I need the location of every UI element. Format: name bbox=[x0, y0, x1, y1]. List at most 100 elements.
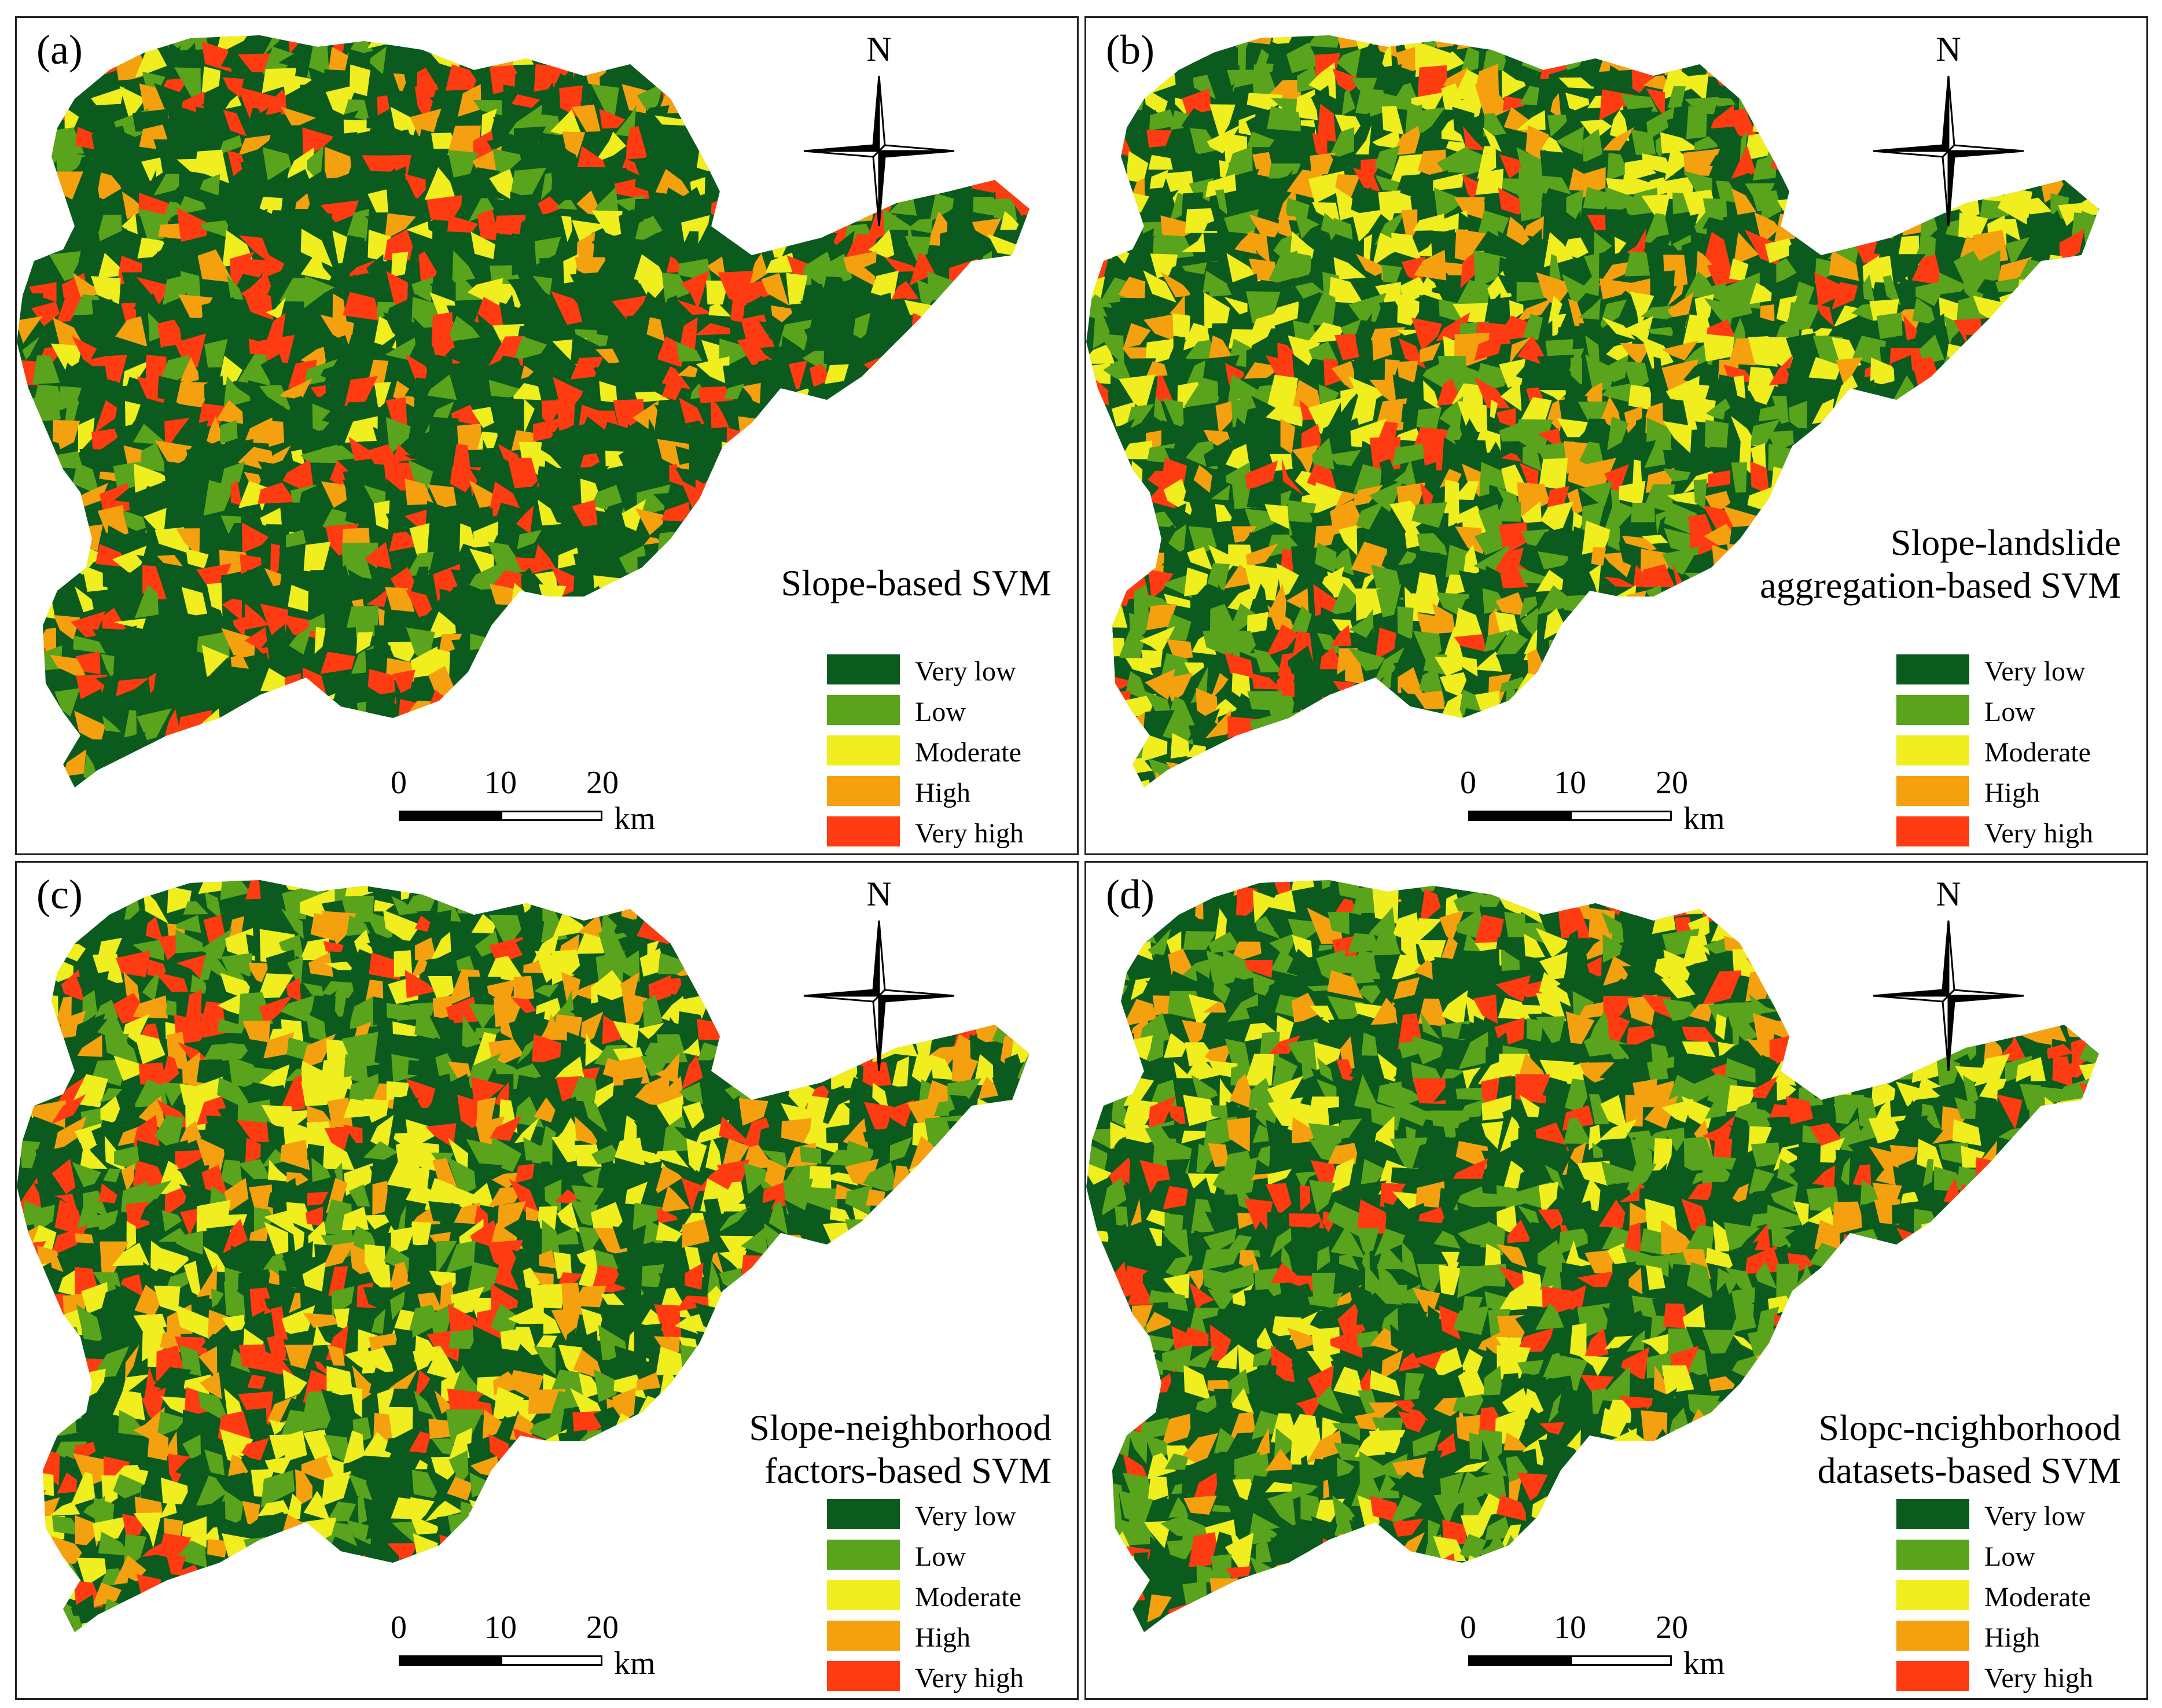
slope-unit-very-low bbox=[870, 1296, 889, 1321]
slope-unit-very-low bbox=[1765, 698, 1804, 717]
slope-unit-high bbox=[2002, 400, 2029, 428]
slope-unit-very-low bbox=[217, 181, 249, 196]
slope-unit-very-low bbox=[1710, 374, 1739, 410]
slope-unit-very-high bbox=[661, 977, 685, 995]
slope-unit-very-low bbox=[1488, 35, 1507, 50]
slope-unit-very-low bbox=[113, 1335, 138, 1360]
slope-unit-very-low bbox=[1663, 632, 1697, 663]
slope-unit-moderate bbox=[409, 523, 430, 556]
slope-unit-low bbox=[1583, 128, 1603, 163]
slope-unit-moderate bbox=[431, 132, 456, 149]
slope-unit-very-low bbox=[1319, 607, 1344, 637]
slope-unit-high bbox=[1414, 249, 1447, 281]
slope-unit-very-low bbox=[179, 1184, 198, 1201]
slope-unit-very-low bbox=[240, 897, 270, 915]
slope-unit-low bbox=[1727, 290, 1753, 319]
slope-unit-very-low bbox=[758, 990, 789, 1024]
slope-unit-low bbox=[594, 187, 619, 218]
slope-unit-very-low bbox=[1488, 293, 1501, 327]
slope-unit-very-low bbox=[426, 910, 451, 941]
slope-unit-low bbox=[1290, 606, 1312, 632]
slope-unit-high bbox=[1277, 730, 1297, 768]
slope-unit-very-low bbox=[1392, 374, 1422, 407]
slope-unit-very-low bbox=[758, 527, 787, 553]
slope-unit-high bbox=[1310, 152, 1336, 175]
slope-unit-low bbox=[924, 1302, 958, 1337]
slope-unit-moderate bbox=[1086, 732, 1113, 763]
slope-unit-very-low bbox=[696, 522, 725, 553]
slope-unit-high bbox=[1253, 777, 1277, 787]
slope-unit-very-low bbox=[885, 1085, 915, 1105]
slope-unit-very-high bbox=[1829, 751, 1862, 786]
slope-unit-low bbox=[307, 613, 325, 631]
slope-unit-high bbox=[1334, 491, 1362, 509]
slope-unit-very-low bbox=[1516, 365, 1550, 389]
slope-unit-low bbox=[2101, 136, 2135, 158]
slope-unit-moderate bbox=[574, 1144, 602, 1167]
slope-unit-very-high bbox=[679, 397, 705, 427]
slope-unit-high bbox=[405, 478, 434, 505]
slope-unit-high bbox=[1667, 273, 1686, 307]
slope-unit-high bbox=[1160, 271, 1193, 297]
slope-unit-very-low bbox=[892, 500, 907, 536]
slope-unit-moderate bbox=[928, 368, 954, 389]
slope-unit-low bbox=[1126, 671, 1149, 701]
slope-unit-low bbox=[582, 1167, 601, 1190]
slope-unit-very-low bbox=[719, 743, 753, 764]
slope-unit-very-low bbox=[612, 1247, 650, 1272]
slope-unit-moderate bbox=[1839, 168, 1857, 204]
slope-unit-high bbox=[1351, 788, 1386, 805]
north-arrow: N bbox=[1867, 30, 2029, 238]
slope-unit-high bbox=[2102, 375, 2123, 405]
slope-unit-moderate bbox=[481, 108, 497, 138]
slope-unit-moderate bbox=[203, 1246, 228, 1273]
scale-tick-20: 20 bbox=[1656, 765, 1688, 801]
slope-unit-high bbox=[536, 667, 565, 699]
slope-unit-high bbox=[195, 1136, 226, 1174]
slope-unit-low bbox=[1032, 1120, 1058, 1149]
slope-unit-very-low bbox=[451, 485, 473, 513]
slope-unit-high bbox=[903, 1314, 942, 1341]
slope-unit-low bbox=[825, 605, 843, 634]
slope-unit-very-low bbox=[597, 1170, 619, 1189]
slope-unit-low bbox=[1043, 147, 1067, 184]
slope-unit-moderate bbox=[1956, 411, 1979, 435]
slope-unit-very-high bbox=[324, 1127, 351, 1152]
slope-unit-very-low bbox=[627, 929, 644, 963]
slope-unit-moderate bbox=[1011, 907, 1029, 934]
slope-unit-very-high bbox=[679, 317, 698, 350]
slope-unit-high bbox=[77, 1035, 102, 1057]
slope-unit-low bbox=[306, 1013, 333, 1042]
slope-unit-low bbox=[58, 386, 84, 411]
slope-unit-high bbox=[759, 976, 796, 1002]
legend-swatch bbox=[827, 816, 900, 846]
slope-unit-very-low bbox=[1840, 778, 1859, 787]
slope-unit-very-low bbox=[532, 1161, 557, 1183]
slope-unit-high bbox=[972, 218, 1002, 240]
slope-unit-very-high bbox=[270, 543, 280, 575]
slope-unit-low bbox=[492, 148, 525, 175]
slope-unit-very-low bbox=[593, 708, 629, 743]
slope-unit-very-low bbox=[748, 711, 762, 741]
slope-unit-high bbox=[1816, 605, 1845, 630]
slope-unit-very-low bbox=[224, 730, 248, 754]
slope-unit-low bbox=[133, 939, 165, 961]
slope-unit-high bbox=[230, 752, 244, 786]
slope-unit-very-low bbox=[973, 958, 1004, 974]
slope-unit-very-high bbox=[579, 646, 606, 675]
slope-unit-moderate bbox=[383, 910, 421, 944]
slope-unit-high bbox=[809, 678, 828, 704]
slope-unit-very-high bbox=[719, 1116, 754, 1147]
slope-unit-low bbox=[1862, 274, 1875, 301]
slope-unit-very-low bbox=[34, 1183, 62, 1214]
slope-unit-very-high bbox=[1612, 723, 1628, 737]
slope-unit-low bbox=[1163, 398, 1184, 432]
slope-unit-low bbox=[1215, 189, 1229, 216]
slope-unit-very-low bbox=[427, 955, 458, 974]
slope-unit-moderate bbox=[914, 1289, 929, 1307]
slope-unit-moderate bbox=[291, 449, 305, 465]
slope-unit-high bbox=[1267, 605, 1297, 636]
slope-unit-high bbox=[1292, 445, 1318, 474]
slope-unit-low bbox=[1953, 469, 1987, 496]
slope-unit-very-high bbox=[764, 507, 790, 539]
